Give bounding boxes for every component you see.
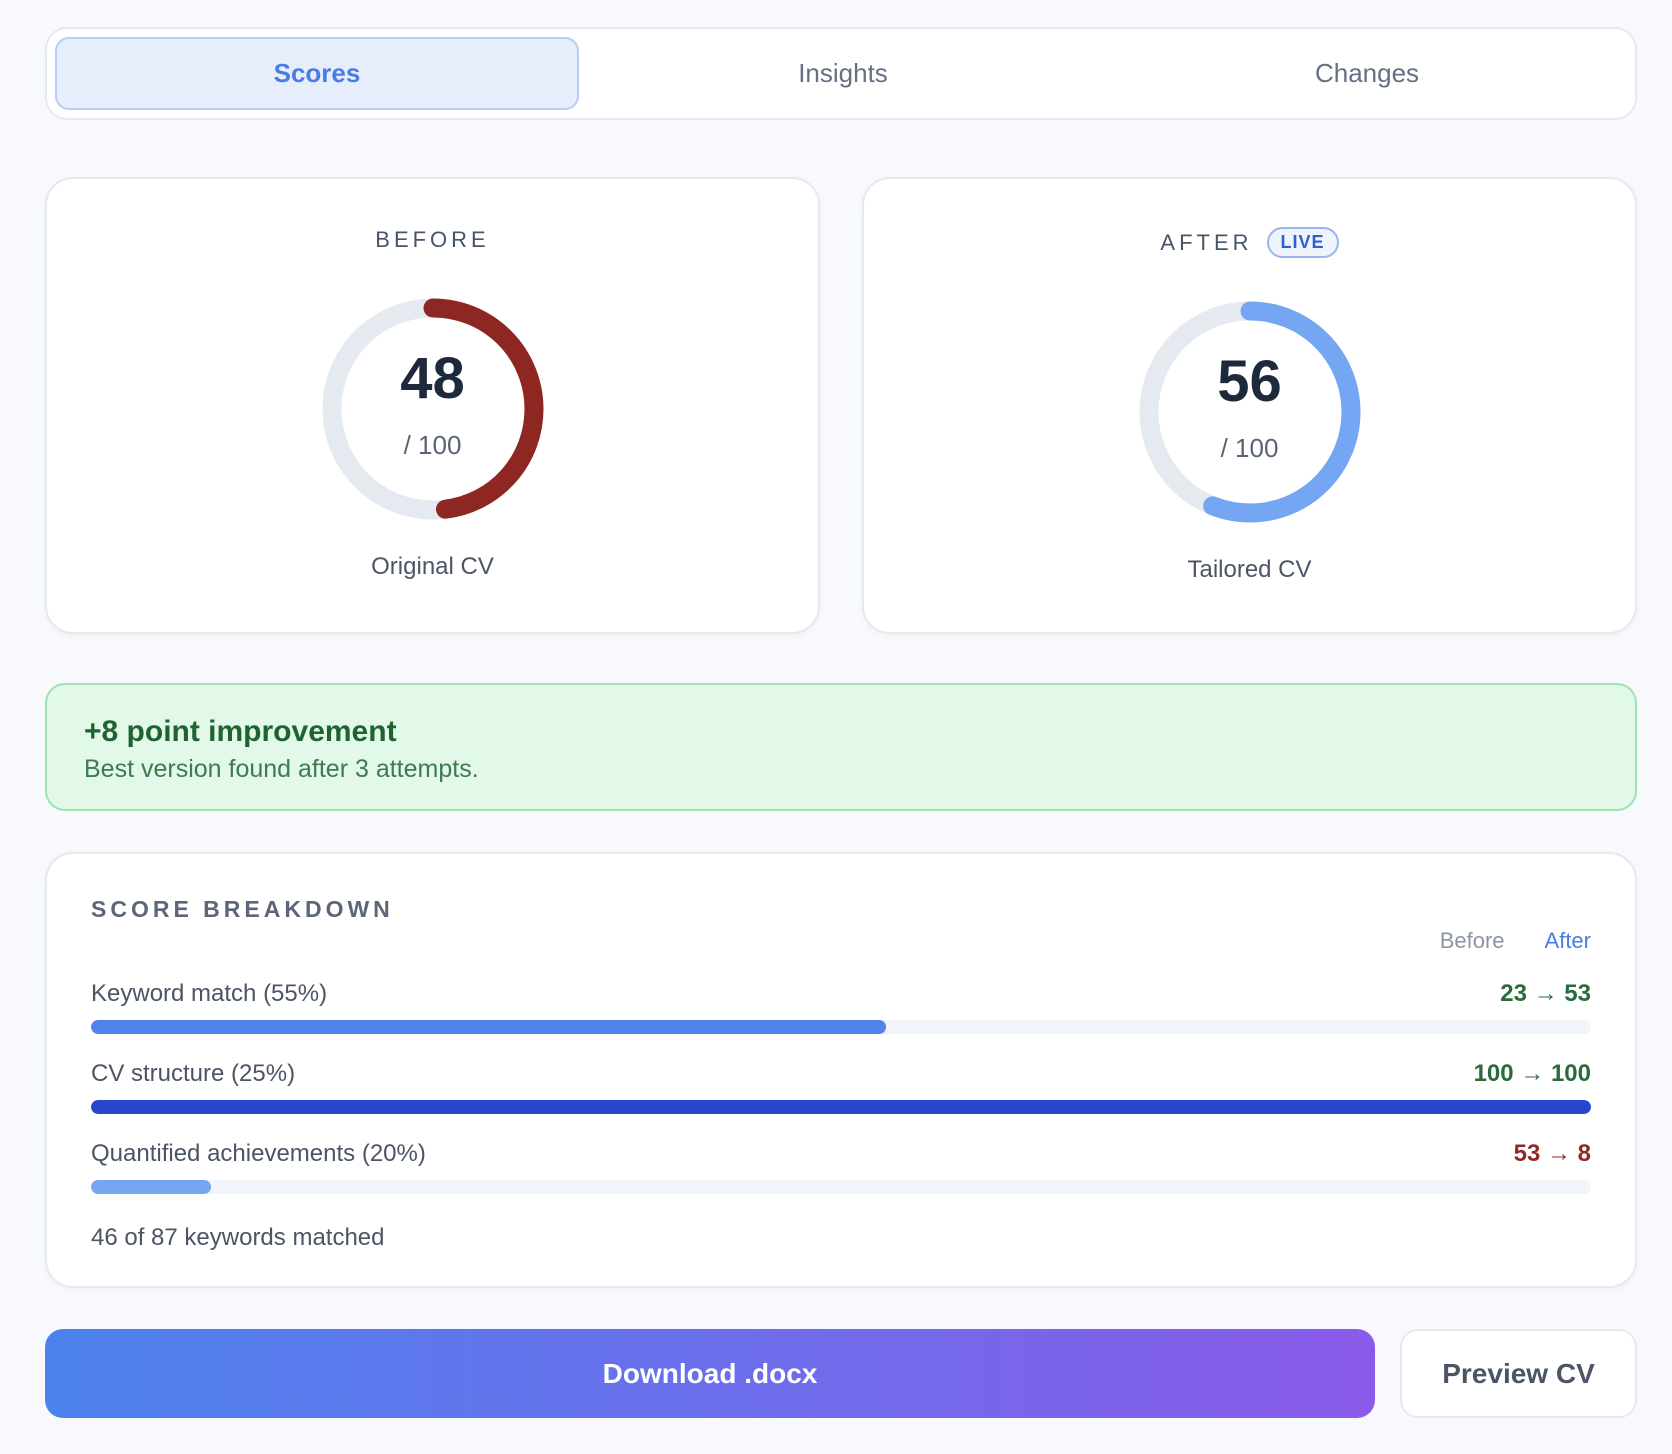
after-score-value: 56 <box>1217 348 1282 414</box>
keywords-matched-text: 46 of 87 keywords matched <box>91 1224 385 1251</box>
metric-bar-fill <box>91 1100 1591 1114</box>
after-score-card: AFTER LIVE 56 / 100 Tailored CV <box>862 177 1637 634</box>
tab-bar: Scores Insights Changes <box>45 27 1637 120</box>
tab-insights[interactable]: Insights <box>798 58 888 88</box>
breakdown-title: SCORE BREAKDOWN <box>91 896 394 922</box>
before-header: BEFORE <box>47 227 818 253</box>
metric-cv-structure: CV structure (25%) 100 → 100 <box>91 1060 1591 1114</box>
metric-label: Quantified achievements (20%) <box>91 1140 426 1167</box>
download-docx-button[interactable]: Download .docx <box>45 1329 1375 1418</box>
live-badge: LIVE <box>1266 227 1339 258</box>
before-ring-progress <box>322 298 543 520</box>
metric-change: 53 → 8 <box>1513 1140 1591 1167</box>
metric-quantified-achievements: Quantified achievements (20%) 53 → 8 <box>91 1140 1591 1194</box>
metric-label: Keyword match (55%) <box>91 980 328 1007</box>
before-ring-svg <box>322 298 543 520</box>
after-ring-svg <box>1139 301 1360 523</box>
metric-bar-track <box>91 1100 1591 1114</box>
tab-changes[interactable]: Changes <box>1314 58 1420 88</box>
tab-scores[interactable]: Scores <box>55 37 579 110</box>
breakdown-legend: Before After <box>1440 928 1591 954</box>
legend-before: Before <box>1439 928 1505 953</box>
metric-change: 100 → 100 <box>1473 1060 1591 1087</box>
before-caption: Original CV <box>371 553 494 580</box>
after-header: AFTER LIVE <box>864 227 1635 258</box>
before-score-value: 48 <box>400 345 465 411</box>
metric-bar-fill <box>91 1180 211 1194</box>
metric-change: 23 → 53 <box>1500 980 1591 1007</box>
after-ring-progress <box>1139 301 1360 523</box>
legend-after: After <box>1544 928 1591 953</box>
before-score-total: / 100 <box>403 429 462 460</box>
metric-bar-track <box>91 1180 1591 1194</box>
improvement-subtitle: Best version found after 3 attempts. <box>84 755 479 783</box>
preview-cv-button[interactable]: Preview CV <box>1400 1329 1637 1418</box>
before-label: BEFORE <box>375 227 490 252</box>
improvement-title: +8 point improvement <box>84 715 397 748</box>
after-score-total: / 100 <box>1220 432 1279 463</box>
after-caption: Tailored CV <box>1187 556 1312 583</box>
metric-bar-fill <box>91 1020 886 1034</box>
before-score-card: BEFORE 48 / 100 Original CV <box>45 177 820 634</box>
metric-keyword-match: Keyword match (55%) 23 → 53 <box>91 980 1591 1034</box>
metric-bar-track <box>91 1020 1591 1034</box>
after-label: AFTER <box>1160 229 1253 255</box>
metric-label: CV structure (25%) <box>91 1060 296 1087</box>
score-breakdown-card: SCORE BREAKDOWN Before After Keyword mat… <box>45 852 1637 1288</box>
improvement-banner: +8 point improvement Best version found … <box>45 683 1637 811</box>
before-score-ring: 48 / 100 <box>313 289 553 529</box>
after-score-ring: 56 / 100 <box>1130 292 1370 532</box>
